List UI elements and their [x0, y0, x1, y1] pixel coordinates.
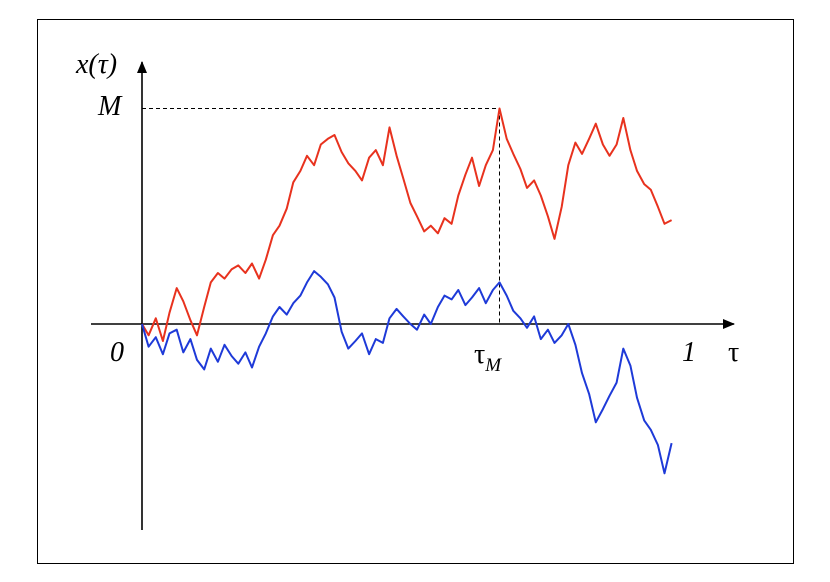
- x-end-label: 1: [682, 337, 696, 368]
- origin-label: 0: [110, 337, 124, 368]
- x-axis-label: τ: [728, 337, 739, 368]
- figure-frame: x(τ) M 0 1 τ τM: [37, 19, 794, 564]
- tau-m-subscript: M: [484, 355, 502, 376]
- tau-m-label: τM: [474, 339, 502, 376]
- red-path-series: [141, 107, 673, 342]
- tau-m-main: τ: [474, 339, 485, 370]
- y-axis-label: x(τ): [75, 49, 117, 80]
- blue-path-series: [141, 270, 673, 475]
- max-label: M: [97, 91, 123, 122]
- brownian-paths-plot: x(τ) M 0 1 τ τM: [75, 49, 739, 530]
